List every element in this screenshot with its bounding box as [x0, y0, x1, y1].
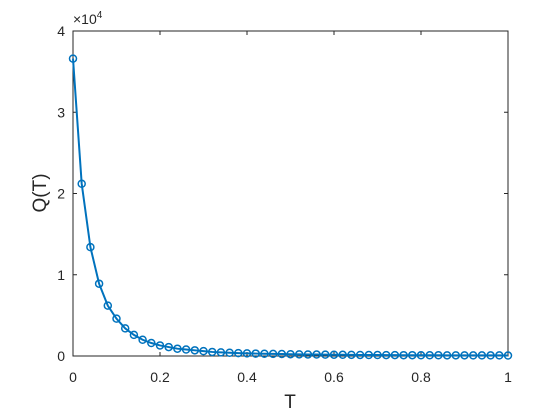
data-point [277, 349, 287, 359]
plot-box [72, 30, 509, 357]
y-multiplier: ×104 [73, 10, 103, 27]
data-point [68, 54, 78, 63]
data-point [234, 348, 243, 358]
data-point [242, 349, 252, 358]
data-point [77, 179, 86, 188]
data-point [390, 350, 400, 360]
y-tick-label: 1 [57, 267, 65, 283]
data-point [112, 314, 121, 323]
data-point [251, 349, 260, 358]
multiplier-base: ×10 [73, 11, 97, 27]
data-point [451, 351, 461, 360]
y-tick-label: 2 [57, 186, 65, 202]
data-point [286, 349, 295, 359]
multiplier-exponent: 4 [97, 10, 103, 21]
data-point [425, 351, 434, 360]
data-point [312, 350, 321, 359]
data-point [129, 330, 139, 340]
data-point [460, 351, 469, 360]
data-point [94, 279, 104, 288]
data-point [364, 350, 374, 360]
data-point [260, 349, 269, 358]
data-point [434, 351, 443, 360]
data-point [147, 338, 156, 348]
data-point [190, 346, 200, 355]
data-point [86, 242, 95, 252]
data-point [355, 350, 365, 360]
x-tick-label: 0.8 [411, 369, 431, 385]
data-point [268, 349, 278, 359]
data-point [347, 350, 356, 360]
x-tick-label: 0.6 [324, 369, 344, 385]
y-tick-label: 3 [57, 104, 65, 120]
data-point [155, 341, 165, 350]
data-point [329, 350, 339, 359]
data-point [225, 348, 234, 357]
data-point [216, 348, 226, 357]
x-tick-label: 0.2 [150, 369, 170, 385]
x-tick-label: 0.4 [237, 369, 257, 385]
x-tick-label: 1 [504, 369, 512, 385]
data-point [408, 350, 417, 360]
data-point [207, 347, 217, 357]
data-point [338, 350, 347, 360]
data-point [199, 346, 208, 356]
data-point [503, 351, 513, 360]
x-axis-label: T [284, 392, 296, 413]
data-point [477, 351, 487, 360]
y-axis-label: Q(T) [30, 173, 51, 212]
data-point [468, 351, 478, 360]
y-tick-label: 0 [57, 348, 65, 364]
data-point [181, 345, 191, 354]
data-point [321, 350, 330, 359]
data-point [173, 344, 182, 353]
data-point [303, 350, 313, 359]
data-point [381, 350, 391, 360]
data-point [399, 350, 408, 360]
data-point [103, 301, 113, 310]
data-point [373, 350, 382, 360]
data-point [138, 335, 147, 344]
data-point [486, 351, 495, 360]
data-point [120, 324, 130, 333]
y-tick-label: 4 [57, 23, 65, 39]
data-point [164, 342, 173, 352]
x-tick-label: 0 [69, 369, 77, 385]
data-point [294, 350, 304, 359]
data-point [416, 351, 426, 360]
data-point [495, 351, 504, 360]
data-point [442, 351, 452, 360]
